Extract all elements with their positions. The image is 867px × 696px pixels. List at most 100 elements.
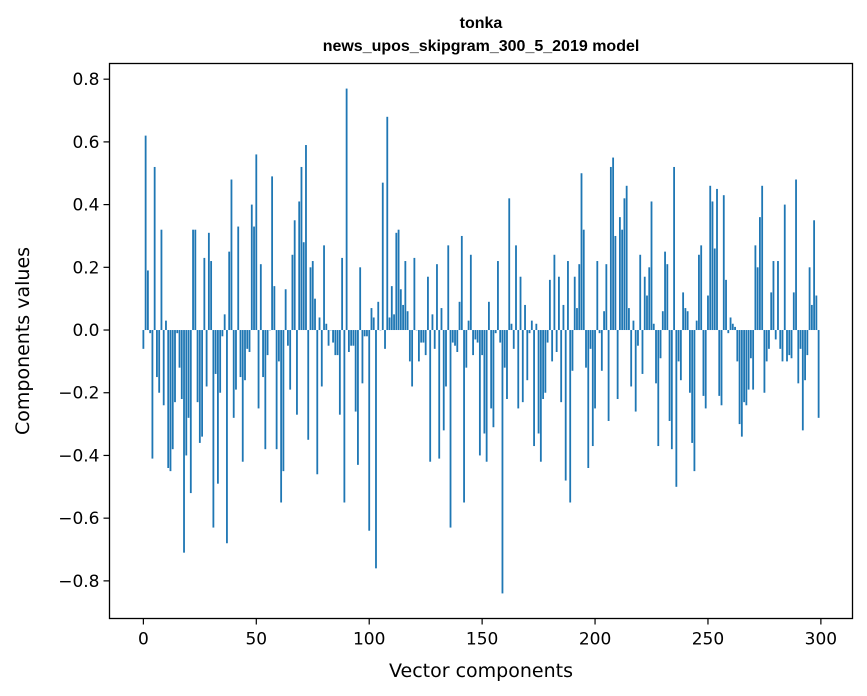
bar	[612, 157, 615, 331]
bar	[438, 330, 441, 459]
bar	[519, 276, 522, 331]
bar	[560, 330, 563, 403]
bar	[241, 330, 244, 462]
bar	[585, 330, 587, 368]
bar	[804, 330, 806, 381]
bar	[469, 254, 472, 331]
bar	[734, 326, 736, 331]
x-axis-label: Vector components	[389, 660, 573, 682]
bar	[772, 261, 775, 331]
bar	[731, 323, 734, 331]
bar	[745, 330, 748, 406]
bar	[720, 330, 723, 406]
bar	[542, 330, 545, 400]
bar	[598, 330, 601, 334]
bar	[408, 330, 411, 362]
y-tick-label: 0.0	[72, 321, 99, 341]
bar	[501, 330, 504, 594]
bar	[693, 330, 696, 472]
bar	[646, 295, 648, 331]
bar	[815, 295, 818, 331]
bar	[623, 198, 626, 331]
bar	[664, 251, 666, 331]
bar	[217, 330, 219, 484]
bar	[652, 323, 655, 331]
bar	[185, 330, 188, 456]
bar	[228, 251, 231, 331]
bar	[167, 330, 170, 468]
bar	[503, 330, 506, 368]
bar	[386, 116, 389, 331]
bar	[223, 314, 226, 331]
bar	[174, 330, 176, 403]
bar	[144, 135, 147, 331]
chart-title-line1: tonka	[460, 15, 503, 32]
bar	[571, 330, 574, 371]
bar	[729, 317, 732, 331]
bar	[291, 254, 294, 331]
bar	[377, 301, 380, 331]
bar	[483, 330, 486, 434]
bar	[472, 330, 474, 356]
bar	[318, 317, 321, 331]
bar	[352, 330, 355, 346]
bar	[449, 330, 452, 528]
bar	[670, 330, 673, 450]
y-axis-label: Components values	[12, 247, 34, 435]
bar	[813, 220, 816, 331]
bar	[546, 330, 549, 343]
bar	[777, 261, 779, 331]
bar	[797, 330, 800, 384]
bar	[334, 330, 337, 356]
bar	[361, 330, 364, 384]
bar	[266, 330, 269, 356]
x-tick-label: 300	[805, 630, 837, 650]
bar	[535, 323, 538, 331]
bar	[709, 185, 712, 331]
bar	[700, 245, 703, 331]
bar	[246, 330, 249, 349]
bar	[637, 330, 639, 346]
bar	[490, 330, 493, 409]
y-tick-label: −0.6	[58, 509, 99, 529]
bar	[609, 166, 612, 331]
bar	[679, 330, 682, 381]
bar	[219, 330, 222, 393]
bar	[406, 311, 409, 331]
bar	[424, 330, 427, 356]
bar	[465, 330, 468, 368]
bar	[255, 154, 258, 331]
bar	[289, 330, 292, 390]
bar	[668, 330, 671, 421]
bar	[440, 308, 443, 331]
bar	[718, 330, 721, 396]
bar	[429, 330, 432, 462]
y-axis-ticks: −0.8 −0.6 −0.4 −0.2 0.0 0.2 0.4 0.6 0.8	[58, 70, 110, 592]
bar	[293, 220, 296, 331]
bar	[618, 217, 621, 331]
bar	[314, 298, 316, 331]
bar	[253, 226, 255, 331]
bar	[634, 330, 637, 412]
bar	[296, 330, 298, 415]
bar	[666, 264, 669, 331]
bar	[695, 320, 698, 331]
bar	[463, 330, 465, 503]
bar	[388, 317, 391, 331]
bar	[682, 292, 685, 331]
bar	[544, 330, 547, 393]
bar	[192, 229, 194, 331]
bar	[551, 330, 554, 362]
bar	[221, 330, 224, 337]
bar	[686, 311, 689, 331]
bar	[422, 330, 425, 343]
bar	[277, 330, 280, 362]
bar	[738, 330, 741, 425]
bar	[650, 201, 653, 331]
bar	[411, 330, 414, 387]
bar	[698, 254, 700, 331]
bar	[499, 330, 502, 343]
bar	[578, 264, 581, 331]
bar	[788, 330, 791, 356]
bar	[630, 330, 633, 387]
